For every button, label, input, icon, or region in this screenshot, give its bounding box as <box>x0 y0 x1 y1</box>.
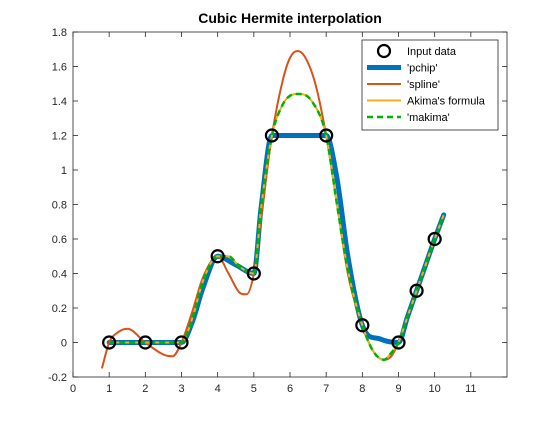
y-tick-label: 0.6 <box>52 234 67 246</box>
x-tick-label: 3 <box>178 383 184 395</box>
x-tick-label: 8 <box>359 383 365 395</box>
x-tick-label: 6 <box>287 383 293 395</box>
y-tick-label: -0.2 <box>48 372 67 384</box>
data-point <box>102 335 117 350</box>
data-point <box>138 335 153 350</box>
legend: Input data 'pchip' 'spline' Akima's formula… <box>361 39 499 131</box>
chart-title: Cubic Hermite interpolation <box>198 10 382 26</box>
y-tick-label: 0 <box>61 338 67 350</box>
x-tick-label: 0 <box>70 383 76 395</box>
x-tick-label: 9 <box>395 383 401 395</box>
y-tick-label: 1.2 <box>52 131 67 143</box>
x-tick-label: 7 <box>323 383 329 395</box>
data-point <box>409 283 424 298</box>
y-tick-label: 1.6 <box>52 62 67 74</box>
y-tick-label: 0.4 <box>52 269 67 281</box>
legend-label-akima-s-formula: Akima's formula <box>407 96 486 108</box>
y-tick-label: 0.2 <box>52 303 67 315</box>
x-tick-label: 10 <box>429 383 441 395</box>
data-point <box>427 231 442 247</box>
y-tick-label: 1.8 <box>52 27 67 39</box>
data-point <box>174 335 189 350</box>
axes-layer: 0 1 2 3 4 5 6 7 8 9 10 11-0.200.20.40.60.811.21.41.… <box>48 27 508 395</box>
data-point <box>391 335 406 350</box>
series-line-makima <box>109 92 445 361</box>
x-tick-label: 1 <box>106 383 112 395</box>
y-tick-label: 1.4 <box>52 96 67 108</box>
data-point <box>246 266 261 281</box>
data-point <box>355 318 370 333</box>
y-tick-label: 1 <box>61 165 67 177</box>
data-point <box>210 249 225 264</box>
x-tick-label: 5 <box>251 383 257 395</box>
legend-label-input-data: Input data <box>407 46 457 58</box>
series-line-spline <box>100 49 445 369</box>
y-tick-label: 0.8 <box>52 200 67 212</box>
legend-swatch-input-data <box>376 43 392 59</box>
legend-label-makima: 'makima' <box>407 112 450 124</box>
legend-label-spline: 'spline' <box>407 79 440 91</box>
data-point <box>264 128 280 143</box>
x-tick-label: 11 <box>465 383 476 395</box>
x-tick-label: 4 <box>215 383 221 395</box>
series-layer <box>100 49 447 369</box>
x-tick-label: 2 <box>142 383 148 395</box>
data-point <box>319 128 334 143</box>
legend-label-pchip: 'pchip' <box>407 63 438 75</box>
